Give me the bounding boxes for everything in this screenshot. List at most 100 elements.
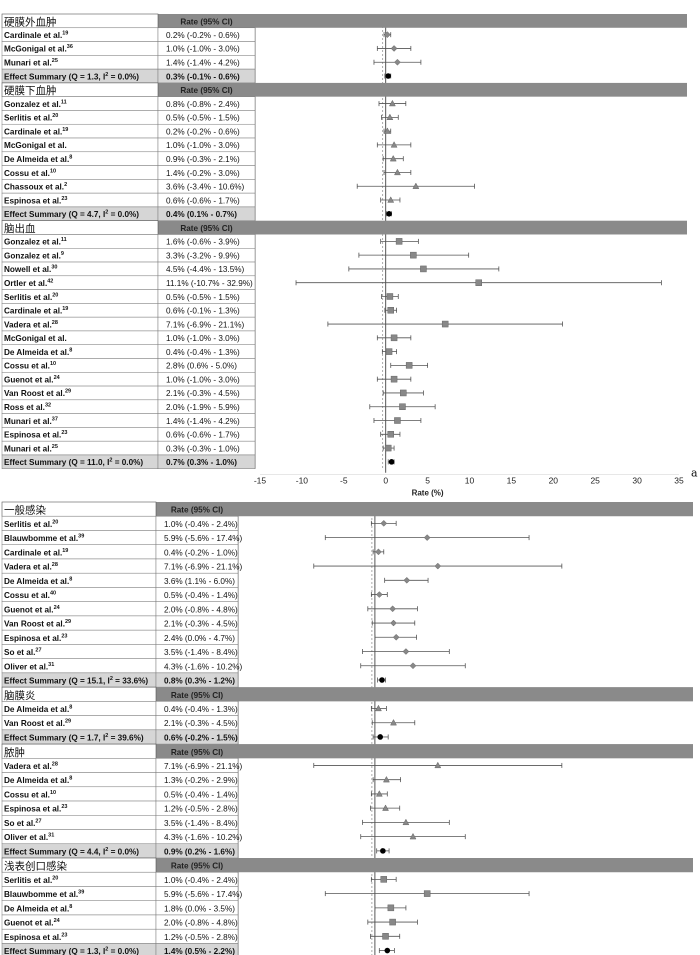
- study-rate: 3.6% (1.1% - 6.0%): [164, 577, 235, 586]
- study-row: Oliver et al.31 4.3% (-1.6% - 10.2%): [1, 829, 466, 845]
- study-rate: 0.4% (-0.4% - 1.3%): [166, 348, 240, 357]
- study-rate: 1.0% (-1.0% - 3.0%): [166, 375, 240, 384]
- effect-summary-row: Effect Summary (Q = 4.4, I2 = 0.0%) 0.9% …: [1, 843, 390, 859]
- study-name: Vadera et al.28: [4, 761, 58, 771]
- study-ref: 23: [61, 633, 67, 639]
- study-ref: 19: [62, 30, 68, 36]
- study-name: McGonigal et al.36: [4, 44, 73, 54]
- group-header-bar: [2, 687, 693, 702]
- point-estimate: [387, 431, 394, 438]
- study-rate: 7.1% (-6.9% - 21.1%): [164, 563, 243, 572]
- study-rate: 0.9% (-0.3% - 2.1%): [166, 155, 240, 164]
- study-row: McGonigal et al. 1.0% (-1.0% - 3.0%): [1, 137, 412, 153]
- point-estimate: [394, 168, 401, 176]
- study-name: Ortler et al.42: [4, 279, 53, 289]
- forest-panel-b: 一般感染 Rate (95% CI) Serlitis et al.20 1.0% (…: [1, 501, 693, 955]
- study-ref: 24: [54, 605, 61, 611]
- effect-summary-row: Effect Summary (Q = 1.7, I2 = 39.6%) 0.6%…: [1, 729, 389, 745]
- summary-point: [386, 211, 392, 217]
- group-header-bar: [2, 502, 693, 517]
- effect-summary-row: Effect Summary (Q = 1.3, I2 = 0.0%) 1.4% …: [1, 943, 395, 955]
- study-ref: 28: [52, 320, 58, 326]
- study-row: De Almeida et al.8 1.8% (0.0% - 3.5%): [1, 900, 407, 916]
- rate-cell: [155, 943, 239, 955]
- study-row: Vadera et al.28 7.1% (-6.9% - 21.1%): [1, 316, 563, 332]
- study-row: Ortler et al.42 11.1% (-10.7% - 32.9%): [1, 275, 662, 290]
- study-ref: 20: [52, 875, 58, 881]
- study-name: Vadera et al.28: [4, 320, 58, 330]
- study-ref: 27: [35, 648, 41, 654]
- study-ref: 19: [62, 127, 68, 133]
- point-estimate: [384, 31, 391, 39]
- forest-panel-a: 硬膜外血肿 Rate (95% CI) Cardinale et al.19 0.2%…: [1, 13, 698, 498]
- study-rate: 1.4% (-0.2% - 3.0%): [166, 169, 240, 178]
- point-estimate: [390, 45, 398, 52]
- study-row: Van Roost et al.29 2.1% (-0.3% - 4.5%): [1, 385, 424, 401]
- point-estimate: [390, 334, 398, 342]
- study-name: So et al.27: [4, 648, 42, 658]
- point-estimate: [380, 520, 388, 527]
- summary-label: Effect Summary (Q = 11.0, I2 = 0.0%): [4, 458, 143, 468]
- study-name: Cardinale et al.19: [4, 548, 68, 558]
- study-ref: 23: [61, 196, 67, 202]
- study-row: Guenot et al.24 1.0% (-1.0% - 3.0%): [1, 372, 412, 387]
- study-rate: 1.0% (-1.0% - 3.0%): [166, 45, 240, 54]
- study-name: Blauwbomme et al.39: [4, 890, 84, 900]
- group-title: 硬膜外血肿: [4, 15, 57, 28]
- study-row: McGonigal et al. 1.0% (-1.0% - 3.0%): [1, 330, 412, 345]
- study-name: McGonigal et al.: [4, 334, 67, 343]
- summary-rate: 0.3% (-0.1% - 0.6%): [166, 72, 240, 81]
- study-row: De Almeida et al.8 1.3% (-0.2% - 2.9%): [1, 772, 401, 788]
- study-row: Blauwbomme et al.39 5.9% (-5.6% - 17.4%): [1, 530, 530, 545]
- study-name: De Almeida et al.8: [4, 705, 72, 715]
- study-row: Blauwbomme et al.39 5.9% (-5.6% - 17.4%): [1, 886, 530, 901]
- study-name: Van Roost et al.29: [4, 619, 71, 629]
- group-title: 硬膜下血肿: [4, 84, 57, 97]
- point-estimate: [402, 648, 410, 655]
- rate-column-header: Rate (95% CI): [180, 224, 233, 233]
- point-estimate: [434, 761, 442, 769]
- study-row: Guenot et al.24 2.0% (-0.8% - 4.8%): [1, 601, 418, 617]
- study-row: Espinosa et al.23 1.2% (-0.5% - 2.8%): [1, 800, 401, 816]
- study-name: Munari et al.37: [4, 416, 58, 426]
- study-name: Cossu et al.40: [4, 591, 56, 601]
- study-rate: 0.6% (-0.1% - 1.3%): [166, 307, 240, 316]
- study-rate: 0.4% (-0.2% - 1.0%): [164, 548, 238, 557]
- study-rate: 0.4% (-0.4% - 1.3%): [164, 705, 238, 714]
- study-row: So et al.27 3.5% (-1.4% - 8.4%): [1, 815, 450, 830]
- study-ref: 42: [47, 279, 53, 285]
- study-ref: 36: [67, 44, 73, 50]
- point-estimate: [409, 832, 417, 840]
- study-row: Cossu et al.10 0.5% (-0.4% - 1.4%): [1, 786, 388, 802]
- study-rate: 2.8% (0.6% - 5.0%): [166, 362, 237, 371]
- study-rate: 1.0% (-1.0% - 3.0%): [166, 141, 240, 150]
- point-estimate: [400, 389, 407, 397]
- x-tick-label: -15: [254, 476, 267, 486]
- study-rate: 0.2% (-0.2% - 0.6%): [166, 31, 240, 40]
- study-row: Cossu et al.10 2.8% (0.6% - 5.0%): [1, 358, 429, 373]
- group-title: 一般感染: [4, 504, 46, 517]
- study-rate: 1.2% (-0.5% - 2.8%): [164, 805, 238, 814]
- study-row: De Almeida et al.8 0.4% (-0.4% - 1.3%): [1, 344, 397, 359]
- summary-label: Effect Summary (Q = 1.3, I2 = 0.0%): [4, 72, 139, 82]
- study-row: Cardinale et al.19 0.2% (-0.2% - 0.6%): [1, 123, 392, 139]
- study-rate: 0.5% (-0.5% - 1.5%): [166, 293, 240, 302]
- study-name: Serlitis et al.20: [4, 292, 58, 302]
- study-row: Serlitis et al.20 0.5% (-0.5% - 1.5%): [1, 110, 399, 125]
- point-estimate: [386, 293, 394, 300]
- point-estimate: [412, 182, 420, 189]
- group-title: 脓肿: [4, 746, 25, 759]
- study-row: So et al.27 3.5% (-1.4% - 8.4%): [1, 644, 450, 659]
- group-header-bar: [2, 14, 687, 28]
- summary-rate: 0.9% (0.2% - 1.6%): [164, 847, 235, 856]
- study-rate: 4.5% (-4.4% - 13.5%): [166, 265, 245, 274]
- point-estimate: [389, 918, 396, 926]
- group-header-bar: [2, 858, 693, 873]
- study-row: Gonzalez et al.11 0.8% (-0.8% - 2.4%): [1, 96, 407, 111]
- study-row: Espinosa et al.23 0.6% (-0.6% - 1.7%): [1, 427, 401, 442]
- rate-column-header: Rate (95% CI): [171, 691, 224, 700]
- study-row: Serlitis et al.20 1.0% (-0.4% - 2.4%): [1, 871, 397, 887]
- study-rate: 0.5% (-0.5% - 1.5%): [166, 114, 240, 123]
- point-estimate: [405, 362, 413, 369]
- x-tick-label: 25: [590, 476, 600, 486]
